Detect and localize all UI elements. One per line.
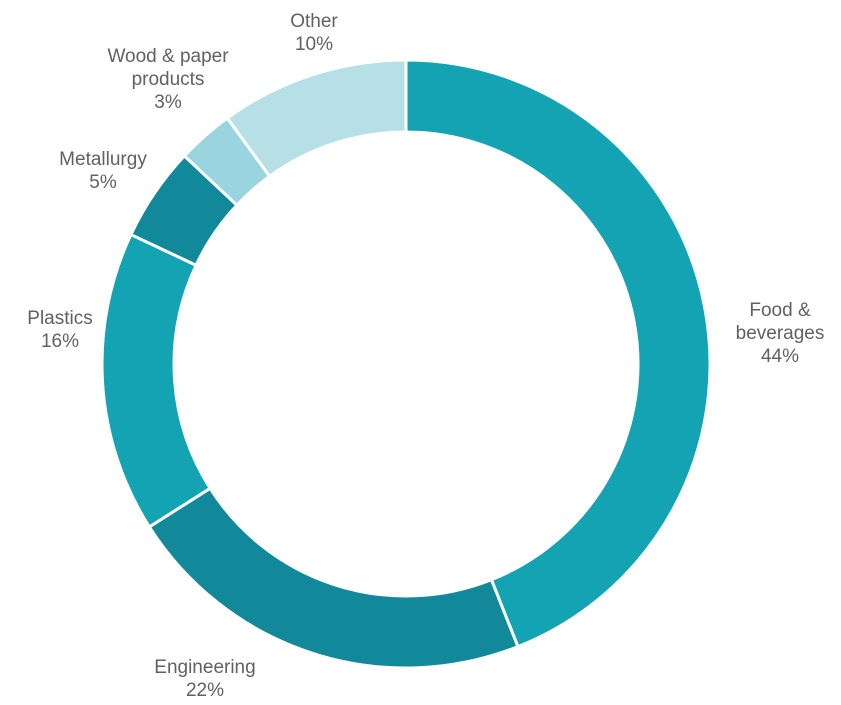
slice-name-label: beverages	[736, 323, 825, 344]
slice-label-engineering: Engineering 22%	[154, 657, 255, 701]
slice-name-label: Metallurgy	[59, 149, 147, 170]
slice-name-label: Wood & paper	[107, 46, 229, 67]
slice-value-label: 44%	[761, 346, 799, 367]
slice-name-label: products	[132, 69, 205, 90]
slice-value-label: 22%	[186, 680, 224, 701]
slice-engineering	[147, 486, 520, 670]
slice-value-label: 10%	[295, 34, 333, 55]
slice-food-beverages	[404, 58, 712, 649]
slice-name-label: Food &	[749, 300, 811, 321]
slice-label-wood-paper-products: Wood & paper products 3%	[107, 46, 229, 113]
slice-label-metallurgy: Metallurgy 5%	[59, 149, 147, 193]
slice-label-plastics: Plastics 16%	[27, 308, 92, 352]
slice-other	[225, 58, 408, 178]
slices-layer	[100, 58, 712, 670]
slice-name-label: Engineering	[154, 657, 255, 678]
slice-label-food-beverages: Food & beverages 44%	[736, 300, 825, 367]
slice-value-label: 5%	[89, 172, 117, 193]
slice-name-label: Plastics	[27, 308, 92, 329]
labels-layer: Food & beverages 44% Engineering 22% Plastics…	[27, 11, 824, 701]
slice-name-label: Other	[290, 11, 338, 32]
slice-plastics	[100, 233, 212, 529]
slice-value-label: 16%	[41, 331, 79, 352]
slice-value-label: 3%	[154, 92, 182, 113]
slice-label-other: Other 10%	[290, 11, 338, 55]
